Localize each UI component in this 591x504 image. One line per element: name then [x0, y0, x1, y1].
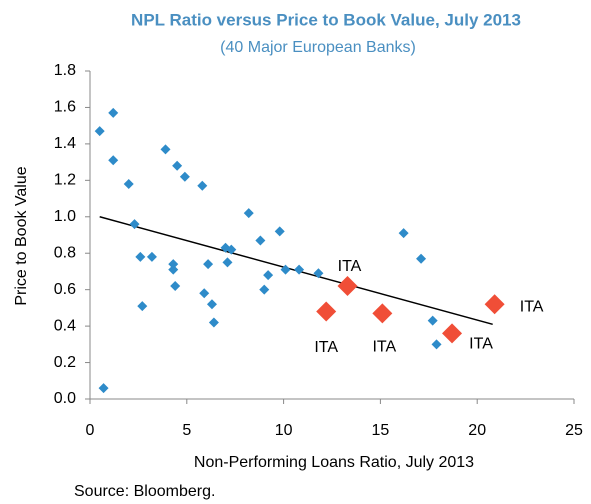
point-label: ITA	[469, 336, 493, 353]
point	[197, 180, 208, 191]
x-tick-label: 25	[565, 422, 583, 439]
point	[170, 281, 181, 292]
point-label: ITA	[372, 339, 396, 356]
point	[108, 107, 119, 118]
point	[94, 126, 105, 137]
point	[135, 251, 146, 262]
point	[263, 270, 274, 281]
point	[208, 317, 219, 328]
x-tick-label: 20	[468, 422, 486, 439]
y-tick-label: 1.4	[54, 135, 76, 152]
source-note: Source: Bloomberg.	[74, 483, 215, 500]
point	[416, 253, 427, 264]
point	[226, 244, 237, 255]
y-tick-label: 0.2	[54, 354, 76, 371]
point	[137, 301, 148, 312]
y-tick-label: 1.8	[54, 62, 76, 79]
y-tick-label: 0.6	[54, 281, 76, 298]
point	[274, 226, 285, 237]
chart-subtitle: (40 Major European Banks)	[220, 39, 416, 56]
point	[108, 155, 119, 166]
point	[129, 219, 140, 230]
point	[179, 171, 190, 182]
point	[203, 259, 214, 270]
point	[294, 264, 305, 275]
point	[243, 208, 254, 219]
point-label: ITA	[520, 298, 544, 315]
point	[146, 251, 157, 262]
point	[160, 144, 171, 155]
point	[316, 301, 337, 322]
x-tick-label: 10	[275, 422, 293, 439]
point	[427, 315, 438, 326]
point	[337, 276, 358, 297]
point-label: ITA	[338, 258, 362, 275]
point	[398, 228, 409, 239]
point	[98, 383, 109, 394]
point	[372, 303, 393, 324]
point	[199, 288, 210, 299]
point	[222, 257, 233, 268]
y-axis-label: Price to Book Value	[13, 166, 30, 305]
point	[259, 284, 270, 295]
point	[123, 178, 134, 189]
point	[484, 294, 505, 315]
point-label: ITA	[314, 339, 338, 356]
x-tick-label: 15	[372, 422, 390, 439]
point	[172, 160, 183, 171]
y-tick-label: 0.0	[54, 390, 76, 407]
point	[431, 339, 442, 350]
point	[442, 323, 463, 344]
x-tick-label: 0	[86, 422, 95, 439]
y-tick-label: 1.2	[54, 172, 76, 189]
y-tick-label: 1.0	[54, 208, 76, 225]
y-tick-label: 0.4	[54, 317, 76, 334]
point	[206, 299, 217, 310]
point	[280, 264, 291, 275]
point	[313, 268, 324, 279]
y-tick-label: 0.8	[54, 244, 76, 261]
y-tick-label: 1.6	[54, 99, 76, 116]
x-axis-label: Non-Performing Loans Ratio, July 2013	[194, 454, 474, 471]
point	[255, 235, 266, 246]
x-tick-label: 5	[182, 422, 191, 439]
chart-title: NPL Ratio versus Price to Book Value, Ju…	[131, 10, 521, 29]
point	[168, 264, 179, 275]
point	[168, 259, 179, 270]
